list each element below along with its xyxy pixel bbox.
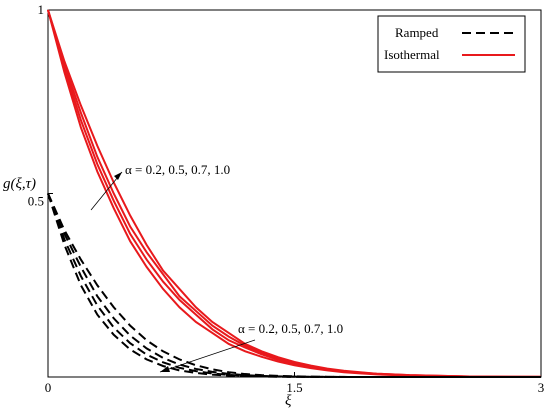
annotation-isothermal: α = 0.2, 0.5, 0.7, 1.0	[125, 162, 230, 177]
y-axis-label: g(ξ,τ)	[3, 176, 36, 192]
series-line-ramped-alpha-1-0	[47, 193, 541, 378]
series-line-ramped-alpha-0-5	[47, 193, 541, 378]
annotation-arrowhead-isothermal	[114, 172, 122, 180]
legend-label-isothermal: Isothermal	[384, 47, 440, 62]
series-line-ramped-alpha-0-2	[47, 193, 541, 378]
x-axis-label: ξ	[285, 393, 292, 409]
annotation-arrowhead-ramped	[160, 366, 170, 372]
legend-label-ramped: Ramped	[395, 25, 439, 40]
y-tick-label: 0.5	[28, 194, 44, 209]
series-line-ramped-alpha-0-7	[47, 193, 541, 378]
legend: Ramped Isothermal	[377, 15, 526, 73]
annotation-arrow-ramped	[159, 339, 256, 373]
y-tick-label: 1	[38, 2, 45, 17]
annotation-ramped: α = 0.2, 0.5, 0.7, 1.0	[238, 321, 343, 336]
x-tick-label: 1.5	[286, 380, 302, 395]
ticks: 0 1.5 3 1 0.5	[28, 2, 545, 395]
x-tick-label: 0	[45, 380, 52, 395]
series-layer	[47, 9, 542, 378]
x-tick-label: 3	[538, 380, 545, 395]
series-line-isothermal-alpha-1-0	[47, 9, 542, 378]
annotation-layer: α = 0.2, 0.5, 0.7, 1.0 α = 0.2, 0.5, 0.7…	[90, 162, 343, 373]
legend-box	[377, 15, 526, 73]
